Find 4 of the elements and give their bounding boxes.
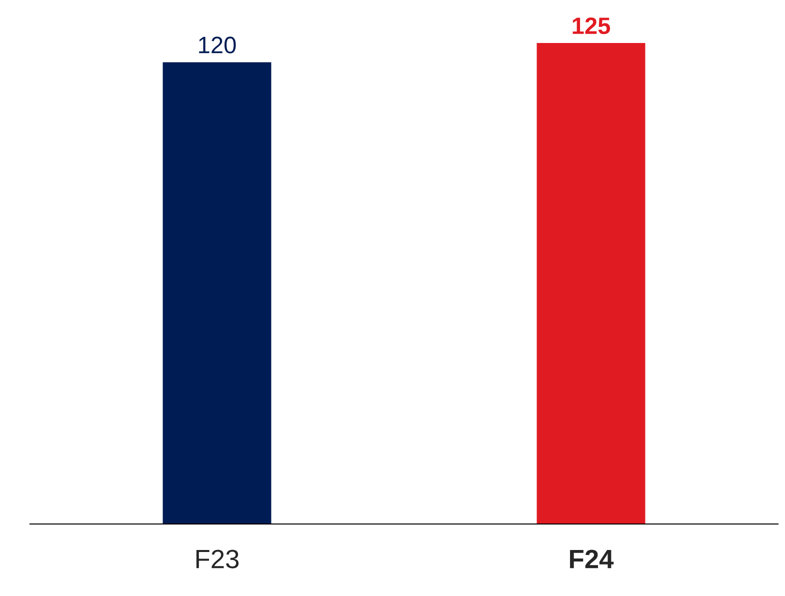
x-tick-label: F23 bbox=[196, 550, 239, 568]
data-label: 125 bbox=[572, 17, 610, 34]
x-tick-label: F24 bbox=[570, 550, 614, 568]
data-label: 120 bbox=[199, 36, 236, 54]
